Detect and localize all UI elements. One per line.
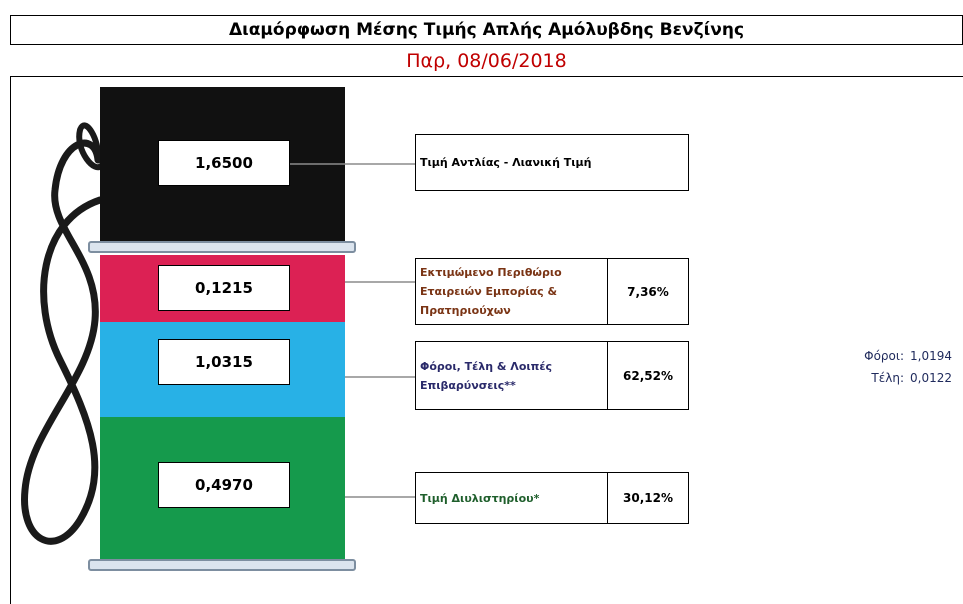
value-box-taxes: 1,0315 [158,339,290,385]
info-label-refinery: Τιμή Διυλιστηρίου* [420,491,540,505]
breakdown-taxes-value: 1,0194 [910,349,952,363]
breakdown-fees-value: 0,0122 [910,371,952,385]
breakdown-row-taxes: Φόροι: 1,0194 [826,345,956,367]
value-box-margin: 0,1215 [158,265,290,311]
breakdown-taxes-label: Φόροι: [864,349,904,363]
diagram-frame [10,76,963,604]
pump-cap-top [88,241,356,253]
info-pct-taxes: 62,52% [607,342,688,409]
info-box-margin: Εκτιμώμενο Περιθώριο Εταιρειών Εμπορίας … [415,258,689,325]
date-label: Παρ, 08/06/2018 [406,50,567,72]
info-box-refinery: Τιμή Διυλιστηρίου* 30,12% [415,472,689,524]
info-pct-margin: 7,36% [607,259,688,324]
info-label-taxes: Φόροι, Τέλη & Λοιπές Επιβαρύνσεις** [420,359,553,392]
info-label-margin: Εκτιμώμενο Περιθώριο Εταιρειών Εμπορίας … [420,266,562,317]
pump-cap-bottom [88,559,356,571]
info-box-retail: Τιμή Αντλίας - Λιανική Τιμή [415,134,689,191]
tax-breakdown: Φόροι: 1,0194 Τέλη: 0,0122 [826,345,956,389]
info-box-taxes: Φόροι, Τέλη & Λοιπές Επιβαρύνσεις** 62,5… [415,341,689,410]
info-label-retail: Τιμή Αντλίας - Λιανική Τιμή [420,156,592,169]
breakdown-row-fees: Τέλη: 0,0122 [826,367,956,389]
breakdown-fees-label: Τέλη: [871,371,904,385]
value-box-retail: 1,6500 [158,140,290,186]
info-pct-refinery: 30,12% [607,473,688,523]
value-box-refinery: 0,4970 [158,462,290,508]
